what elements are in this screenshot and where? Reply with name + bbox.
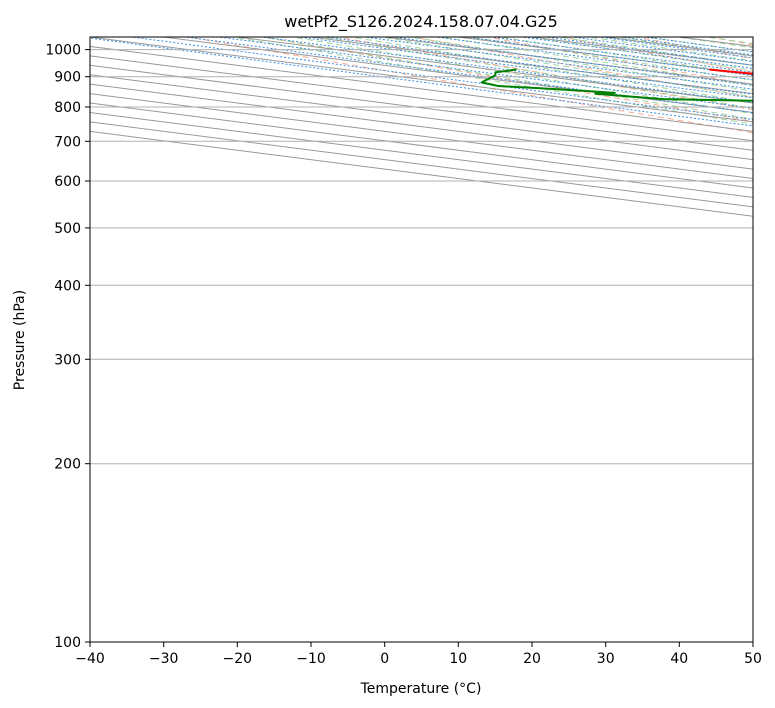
isotherm-line [90,102,753,189]
plot-frame [89,36,754,643]
isotherm-line [679,37,753,47]
isotherm-line [90,111,753,198]
y-tick-label: 300 [54,352,81,368]
isotherm-line [90,45,753,132]
mixing-ratio-line [90,37,753,127]
dewpoint-profile-line [480,68,753,102]
dry-adiabat [709,37,753,46]
isotherm-line [90,121,753,208]
isotherm-line [90,37,753,123]
dry-adiabat [260,37,753,122]
isotherm-line [384,37,753,85]
y-axis-ticks: 1000 900 800 700 600 500 400 300 200 100 [45,43,90,651]
x-axis-title: Temperature (°C) [360,681,482,697]
moist-adiabat [348,37,753,104]
isotherm-line [90,130,753,217]
y-tick-label: 600 [54,174,81,190]
x-tick-label: −10 [296,651,326,667]
profile-series [480,68,753,102]
isotherm-line [237,37,753,104]
mixing-ratio-line [361,37,753,90]
isotherm-line [90,74,753,161]
y-tick-label: 500 [54,221,81,237]
moist-adiabat [407,37,753,92]
y-tick-label: 100 [54,635,81,651]
x-tick-label: −30 [149,651,179,667]
x-tick-label: 40 [670,651,688,667]
mixing-ratio-line [258,37,753,104]
mixing-ratio-line [488,37,753,73]
dry-adiabat [634,37,753,60]
x-tick-label: 30 [597,651,615,667]
isotherm-line [90,55,753,142]
dry-adiabat [185,37,753,134]
mixing-ratio-line [432,37,753,81]
mixing-ratio-line [463,37,753,77]
isotherm-line [90,64,753,151]
x-tick-label: 0 [380,651,389,667]
y-tick-label: 1000 [45,43,81,59]
x-tick-label: −40 [75,651,105,667]
dry-adiabat [410,37,753,99]
y-tick-label: 200 [54,457,81,473]
moist-adiabat [437,37,753,87]
isotherm-line [163,37,753,113]
isotherm-line [90,83,753,170]
x-axis-ticks: −40 −30 −20 −10 0 10 20 30 40 50 [75,642,762,667]
dry-adiabat [335,37,753,111]
moist-adiabat [229,37,753,125]
pressure-gridlines [90,49,753,642]
isotherm-line [90,93,753,180]
chart-title: wetPf2_S126.2024.158.07.04.G25 [284,12,558,32]
moist-adiabat [318,37,753,109]
y-tick-label: 400 [54,278,81,294]
isotherm-line [531,37,753,66]
isotherm-line [458,37,753,76]
x-tick-label: 10 [449,651,467,667]
x-tick-label: 20 [523,651,541,667]
y-tick-label: 700 [54,134,81,150]
x-tick-label: 50 [744,651,762,667]
y-tick-label: 800 [54,100,81,116]
mixing-ratio-line [181,37,753,114]
x-tick-label: −20 [223,651,253,667]
isotherm-line [752,37,753,38]
mixing-ratio-line [390,37,753,86]
mixing-ratio-line [518,37,753,69]
y-tick-label: 900 [54,70,81,86]
background-lines [90,37,753,217]
y-axis-title: Pressure (hPa) [12,290,28,390]
